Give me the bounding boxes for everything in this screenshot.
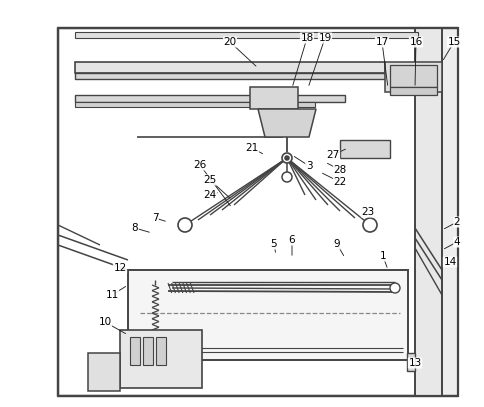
Text: 24: 24 bbox=[203, 190, 216, 200]
Circle shape bbox=[362, 218, 376, 232]
Bar bbox=[130, 337, 140, 365]
Bar bbox=[75, 95, 344, 102]
Bar bbox=[88, 353, 120, 391]
Polygon shape bbox=[257, 109, 316, 137]
Circle shape bbox=[285, 156, 288, 160]
Bar bbox=[75, 102, 314, 107]
Bar bbox=[156, 337, 166, 365]
Text: 3: 3 bbox=[305, 161, 312, 171]
Bar bbox=[414, 28, 441, 396]
Text: 13: 13 bbox=[408, 358, 421, 368]
Text: 22: 22 bbox=[333, 177, 346, 187]
Bar bbox=[58, 28, 457, 396]
Text: 19: 19 bbox=[318, 33, 331, 43]
Text: 2: 2 bbox=[453, 217, 459, 227]
Text: 23: 23 bbox=[361, 207, 374, 217]
Text: 14: 14 bbox=[442, 257, 455, 267]
Text: 16: 16 bbox=[408, 37, 422, 47]
Text: 10: 10 bbox=[98, 317, 111, 327]
Text: 11: 11 bbox=[105, 290, 119, 300]
Text: 15: 15 bbox=[446, 37, 460, 47]
Text: 12: 12 bbox=[113, 263, 126, 273]
Bar bbox=[128, 270, 407, 360]
Text: 18: 18 bbox=[300, 33, 313, 43]
Circle shape bbox=[178, 218, 192, 232]
Bar bbox=[249, 87, 297, 109]
Text: 1: 1 bbox=[379, 251, 386, 261]
Text: 7: 7 bbox=[151, 213, 158, 223]
Circle shape bbox=[389, 283, 399, 293]
Text: 5: 5 bbox=[270, 239, 277, 249]
Bar bbox=[75, 32, 417, 38]
Bar bbox=[384, 62, 441, 92]
Text: 8: 8 bbox=[132, 223, 138, 233]
Bar bbox=[143, 337, 152, 365]
Text: 17: 17 bbox=[375, 37, 388, 47]
Bar bbox=[120, 330, 201, 388]
Circle shape bbox=[281, 172, 291, 182]
Circle shape bbox=[281, 153, 291, 163]
Bar bbox=[389, 87, 436, 95]
Text: 9: 9 bbox=[333, 239, 340, 249]
Text: 26: 26 bbox=[193, 160, 206, 170]
Bar bbox=[389, 65, 436, 87]
Bar bbox=[75, 73, 384, 79]
Bar bbox=[339, 140, 389, 158]
Text: 27: 27 bbox=[326, 150, 339, 160]
Text: 21: 21 bbox=[245, 143, 258, 153]
Bar bbox=[60, 30, 430, 394]
Bar bbox=[75, 62, 384, 73]
Text: 6: 6 bbox=[288, 235, 295, 245]
Text: 28: 28 bbox=[333, 165, 346, 175]
Text: 4: 4 bbox=[453, 237, 459, 247]
Bar bbox=[406, 353, 414, 371]
Text: 20: 20 bbox=[223, 37, 236, 47]
Text: 25: 25 bbox=[203, 175, 216, 185]
